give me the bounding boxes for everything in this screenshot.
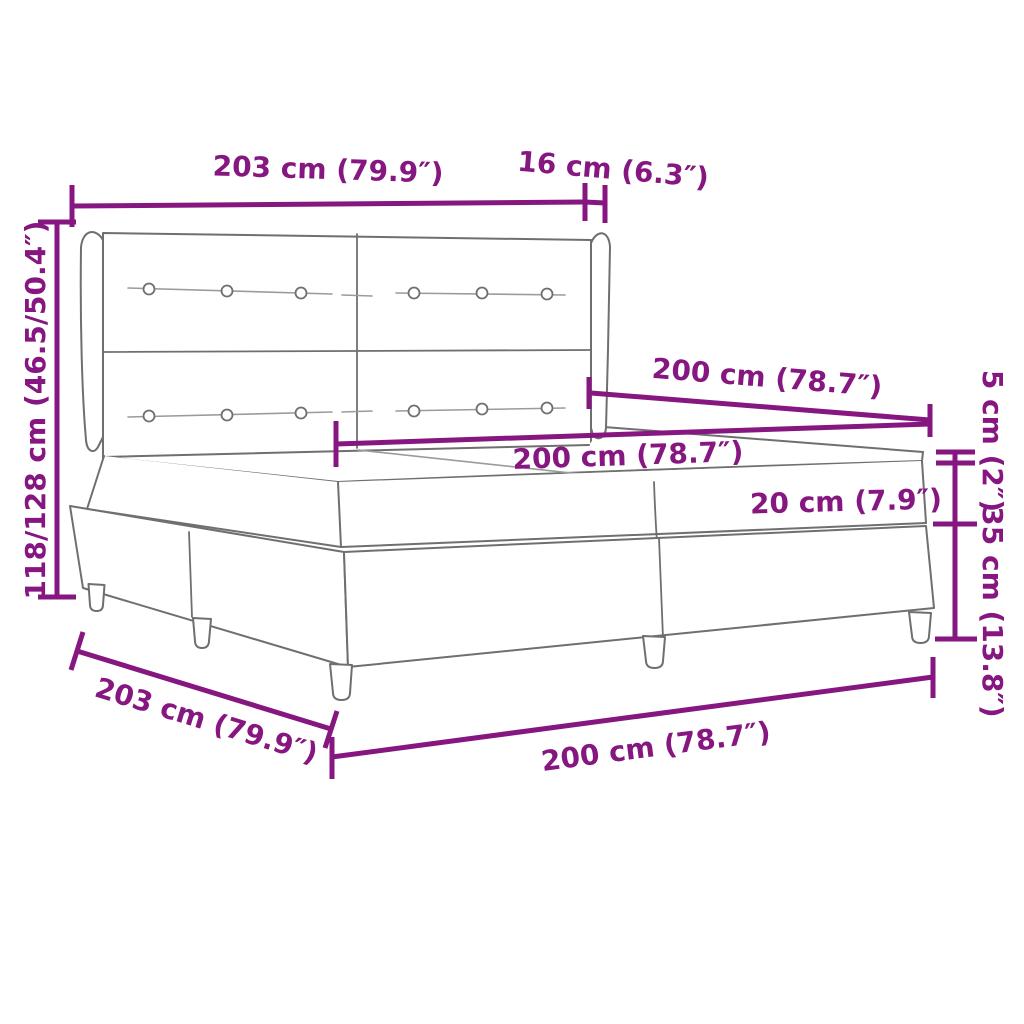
dim-mattress-width: 200 cm (78.7″) (333, 421, 931, 476)
dim-label-bed-length: 200 cm (78.7″) (651, 352, 884, 403)
mattress-front-bottom-edge (340, 522, 927, 548)
dim-label-headboard-depth: 16 cm (6.3″) (516, 145, 710, 195)
bed-legs (87, 583, 932, 701)
button-icon (294, 406, 308, 420)
button-icon (540, 401, 554, 415)
bed-leg (87, 583, 106, 612)
dim-headboard-width: 203 cm (79.9″) (69, 149, 588, 227)
bed-leg (908, 611, 932, 644)
headboard-buttons-top (142, 282, 554, 301)
mattress-back-edge (103, 444, 590, 458)
button-icon (142, 282, 156, 296)
button-icon (142, 409, 156, 423)
dim-label-base-height: 35 cm (13.8″) (976, 506, 1009, 717)
button-icon (407, 286, 421, 300)
mattress-front-face (338, 461, 926, 547)
dim-headboard-depth: 16 cm (6.3″) (516, 145, 710, 223)
headboard-front-face (102, 232, 592, 462)
dim-label-mattress-height: 20 cm (7.9″) (750, 482, 943, 520)
button-icon (475, 402, 489, 416)
dim-label-base-depth: 203 cm (79.9″) (91, 671, 321, 770)
headboard-right-wing (590, 232, 611, 440)
base-front-face (343, 525, 935, 668)
button-icon (220, 408, 234, 422)
headboard-buttons-bottom (142, 401, 554, 423)
mattress-right-corner-edge (921, 451, 927, 524)
dim-label-headboard-width: 203 cm (79.9″) (212, 149, 444, 189)
base-front-split-seam (658, 537, 664, 639)
bed-leg (192, 617, 212, 649)
base-left-seam (188, 531, 193, 618)
dim-mattress-height: 20 cm (7.9″) (750, 482, 943, 520)
mattress-left-face (87, 456, 341, 547)
button-icon (407, 404, 421, 418)
button-icon (475, 286, 489, 300)
dim-label-mattress-width: 200 cm (78.7″) (512, 435, 744, 476)
dim-overall-height: 118/128 cm (46.5/50.4″) (19, 219, 76, 600)
dim-right-heights: 5 cm (2″) 35 cm (13.8″) (933, 370, 1009, 718)
bed-leg (642, 635, 666, 669)
headboard-left-wing (79, 231, 104, 453)
button-icon (220, 284, 234, 298)
button-icon (294, 286, 308, 300)
dim-label-overall-height: 118/128 cm (46.5/50.4″) (19, 221, 52, 600)
button-icon (540, 287, 554, 301)
dim-label-topper-height: 5 cm (2″) (976, 370, 1009, 512)
headboard-middle-seam (102, 349, 592, 353)
mattress-front-top-edge (337, 460, 923, 483)
bed-leg (329, 663, 353, 701)
bed-illustration (69, 231, 935, 701)
mattress-front-left-corner (337, 481, 342, 548)
dim-base-width: 200 cm (78.7″) (329, 657, 936, 779)
